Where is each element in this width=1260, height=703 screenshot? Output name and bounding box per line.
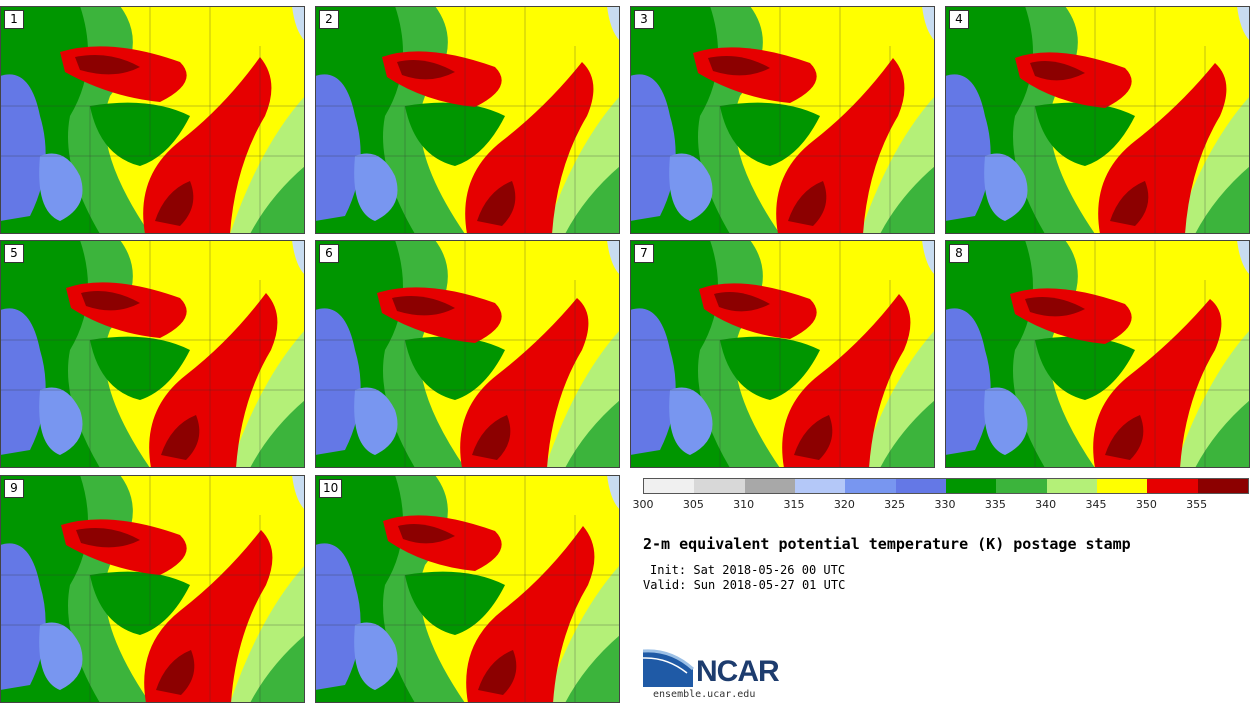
map-field bbox=[0, 240, 305, 468]
colorbar-segment bbox=[845, 479, 896, 493]
colorbar-segment bbox=[945, 479, 997, 493]
map-field bbox=[630, 240, 935, 468]
ncar-logo-icon bbox=[643, 649, 695, 687]
panel-number: 1 bbox=[4, 10, 24, 29]
map-panel-6: 6 bbox=[315, 240, 620, 468]
map-panel-8: 8 bbox=[945, 240, 1250, 468]
panel-number: 10 bbox=[319, 479, 343, 498]
figure-title: 2-m equivalent potential temperature (K)… bbox=[643, 535, 1131, 553]
colorbar-segment bbox=[1096, 479, 1148, 493]
map-field bbox=[945, 6, 1250, 234]
colorbar-tick-label: 340 bbox=[1035, 498, 1057, 511]
map-field bbox=[630, 6, 935, 234]
colorbar-tick-label: 345 bbox=[1085, 498, 1107, 511]
map-panel-9: 9 bbox=[0, 475, 305, 703]
colorbar-tick-label: 305 bbox=[682, 498, 704, 511]
colorbar-segment bbox=[1147, 479, 1198, 493]
logo-wordmark: NCAR bbox=[696, 655, 780, 688]
colorbar-tick-label: 320 bbox=[833, 498, 855, 511]
valid-time: Valid: Sun 2018-05-27 01 UTC bbox=[643, 578, 846, 592]
colorbar-tick-label: 300 bbox=[632, 498, 654, 511]
panel-number: 4 bbox=[949, 10, 969, 29]
colorbar-tick-label: 335 bbox=[984, 498, 1006, 511]
colorbar bbox=[643, 478, 1249, 494]
panel-number: 8 bbox=[949, 244, 969, 263]
map-panel-10: 10 bbox=[315, 475, 620, 703]
map-panel-1: 1 bbox=[0, 6, 305, 234]
colorbar-tick-label: 315 bbox=[783, 498, 805, 511]
panel-number: 9 bbox=[4, 479, 24, 498]
map-field bbox=[0, 6, 305, 234]
panel-number: 7 bbox=[634, 244, 654, 263]
colorbar-segment bbox=[644, 479, 695, 493]
colorbar-segment bbox=[694, 479, 745, 493]
panel-number: 6 bbox=[319, 244, 339, 263]
map-panel-5: 5 bbox=[0, 240, 305, 468]
map-panel-3: 3 bbox=[630, 6, 935, 234]
colorbar-segment bbox=[744, 479, 795, 493]
map-field bbox=[315, 475, 620, 703]
map-field bbox=[945, 240, 1250, 468]
panel-number: 3 bbox=[634, 10, 654, 29]
colorbar-segment bbox=[895, 479, 946, 493]
init-time: Init: Sat 2018-05-26 00 UTC bbox=[650, 563, 846, 577]
panel-number: 5 bbox=[4, 244, 24, 263]
logo-url: ensemble.ucar.edu bbox=[653, 689, 756, 700]
map-panel-2: 2 bbox=[315, 6, 620, 234]
colorbar-tick-label: 310 bbox=[733, 498, 755, 511]
colorbar-segment bbox=[1046, 479, 1097, 493]
colorbar-tick-label: 330 bbox=[934, 498, 956, 511]
colorbar-segment bbox=[996, 479, 1047, 493]
colorbar-segment bbox=[794, 479, 846, 493]
colorbar-tick-label: 325 bbox=[884, 498, 906, 511]
map-field bbox=[315, 240, 620, 468]
map-field bbox=[315, 6, 620, 234]
panel-number: 2 bbox=[319, 10, 339, 29]
map-panel-7: 7 bbox=[630, 240, 935, 468]
colorbar-segment bbox=[1197, 479, 1248, 493]
colorbar-tick-label: 355 bbox=[1186, 498, 1208, 511]
colorbar-tick-label: 350 bbox=[1135, 498, 1157, 511]
colorbar-ticks: 300 305 310 315 320 325 330 335 340 345 350 355 bbox=[633, 498, 1247, 512]
map-field bbox=[0, 475, 305, 703]
map-panel-4: 4 bbox=[945, 6, 1250, 234]
